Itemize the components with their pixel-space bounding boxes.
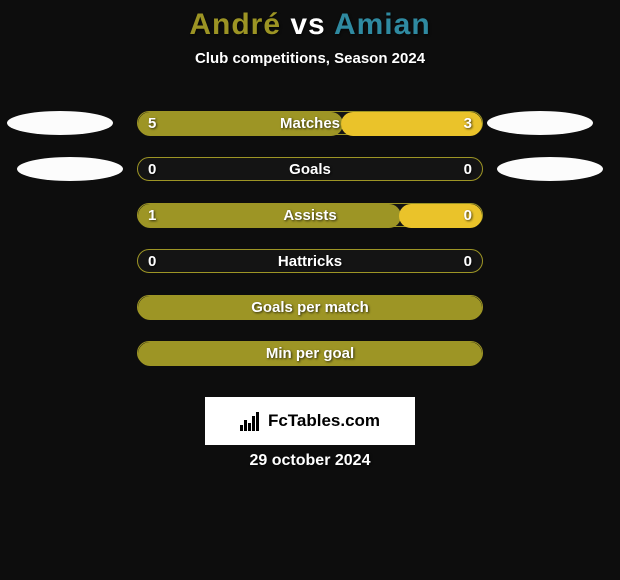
stat-bar-left: [138, 204, 401, 228]
stat-right-value: 0: [464, 204, 472, 228]
stat-left-value: 5: [148, 112, 156, 136]
stat-bar-track: Goals per match: [137, 295, 483, 319]
stat-bar-full: [138, 296, 482, 320]
logo-text: FcTables.com: [268, 411, 380, 431]
title-vs: vs: [290, 8, 325, 41]
stat-label: Hattricks: [138, 250, 482, 274]
stat-row: Min per goal: [0, 341, 620, 365]
stat-right-value: 0: [464, 158, 472, 182]
stat-bar-track: 10Assists: [137, 203, 483, 227]
stat-bar-track: Min per goal: [137, 341, 483, 365]
comparison-card: André vs Amian Club competitions, Season…: [0, 0, 620, 580]
stat-row: 53Matches: [0, 111, 620, 135]
title-player-left: André: [189, 8, 281, 41]
page-title: André vs Amian: [0, 0, 620, 42]
title-player-right: Amian: [334, 8, 431, 41]
stat-bar-left: [138, 112, 343, 136]
stat-bar-track: 0 0Hattricks: [137, 249, 483, 273]
stat-row: 0 0Goals: [0, 157, 620, 181]
stat-row: Goals per match: [0, 295, 620, 319]
stat-right-value: 3: [464, 112, 472, 136]
stat-bar-track: 53Matches: [137, 111, 483, 135]
stat-label: Goals: [138, 158, 482, 182]
stat-bar-right: [341, 112, 482, 136]
stat-left-value: 0: [148, 250, 156, 274]
stat-bar-full: [138, 342, 482, 366]
date-label: 29 october 2024: [0, 452, 620, 470]
logo-bars-icon: [240, 411, 264, 431]
stats-area: 53Matches00Goals10Assists00HattricksGoal…: [0, 111, 620, 365]
stat-left-value: 1: [148, 204, 156, 228]
stat-right-value: 0: [464, 250, 472, 274]
logo-box: FcTables.com: [205, 397, 415, 445]
stat-row: 0 0Hattricks: [0, 249, 620, 273]
stat-bar-track: 0 0Goals: [137, 157, 483, 181]
subtitle: Club competitions, Season 2024: [0, 50, 620, 67]
stat-left-value: 0: [148, 158, 156, 182]
stat-row: 10Assists: [0, 203, 620, 227]
